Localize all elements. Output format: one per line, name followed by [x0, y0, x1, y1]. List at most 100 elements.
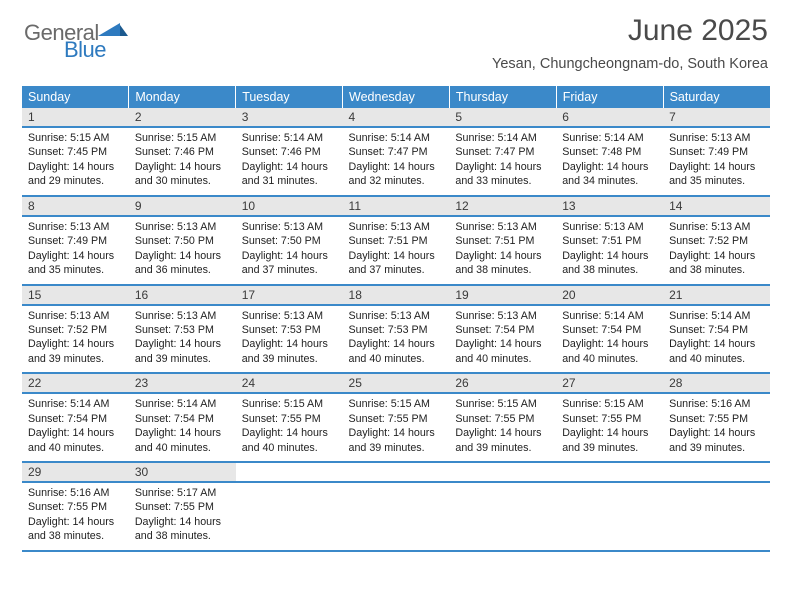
- daylight-text-2: and 40 minutes.: [135, 441, 230, 455]
- day-cell: Sunrise: 5:15 AMSunset: 7:55 PMDaylight:…: [556, 393, 663, 462]
- daylight-text-1: Daylight: 14 hours: [562, 337, 657, 351]
- daylight-text-1: Daylight: 14 hours: [455, 249, 550, 263]
- daylight-text-1: Daylight: 14 hours: [455, 426, 550, 440]
- day-number: 11: [343, 196, 450, 216]
- day-number: 15: [22, 285, 129, 305]
- daylight-text-1: Daylight: 14 hours: [242, 426, 337, 440]
- daylight-text-1: Daylight: 14 hours: [562, 249, 657, 263]
- daylight-text-2: and 40 minutes.: [242, 441, 337, 455]
- day-number: [343, 462, 450, 482]
- daylight-text-2: and 30 minutes.: [135, 174, 230, 188]
- day-cell: Sunrise: 5:17 AMSunset: 7:55 PMDaylight:…: [129, 482, 236, 551]
- day-number: 27: [556, 373, 663, 393]
- sunrise-text: Sunrise: 5:13 AM: [349, 309, 444, 323]
- sunset-text: Sunset: 7:49 PM: [28, 234, 123, 248]
- day-number-row: 891011121314: [22, 196, 770, 216]
- day-number: [236, 462, 343, 482]
- day-content-row: Sunrise: 5:16 AMSunset: 7:55 PMDaylight:…: [22, 482, 770, 551]
- logo-word-blue: Blue: [64, 37, 106, 62]
- daylight-text-1: Daylight: 14 hours: [28, 426, 123, 440]
- day-cell: [663, 482, 770, 551]
- day-number: 30: [129, 462, 236, 482]
- day-number: 29: [22, 462, 129, 482]
- day-header-row: Sunday Monday Tuesday Wednesday Thursday…: [22, 86, 770, 108]
- daylight-text-2: and 39 minutes.: [669, 441, 764, 455]
- day-cell: Sunrise: 5:13 AMSunset: 7:51 PMDaylight:…: [556, 216, 663, 285]
- daylight-text-2: and 37 minutes.: [242, 263, 337, 277]
- daylight-text-1: Daylight: 14 hours: [242, 160, 337, 174]
- sunrise-text: Sunrise: 5:14 AM: [669, 309, 764, 323]
- page-subtitle: Yesan, Chungcheongnam-do, South Korea: [492, 56, 768, 72]
- day-cell: Sunrise: 5:15 AMSunset: 7:55 PMDaylight:…: [449, 393, 556, 462]
- daylight-text-2: and 39 minutes.: [242, 352, 337, 366]
- day-number: [663, 462, 770, 482]
- sunrise-text: Sunrise: 5:13 AM: [28, 309, 123, 323]
- daylight-text-2: and 33 minutes.: [455, 174, 550, 188]
- sunset-text: Sunset: 7:54 PM: [28, 412, 123, 426]
- day-cell: Sunrise: 5:16 AMSunset: 7:55 PMDaylight:…: [22, 482, 129, 551]
- sunrise-text: Sunrise: 5:14 AM: [242, 131, 337, 145]
- sunset-text: Sunset: 7:51 PM: [455, 234, 550, 248]
- day-cell: Sunrise: 5:14 AMSunset: 7:54 PMDaylight:…: [663, 305, 770, 374]
- sunrise-text: Sunrise: 5:13 AM: [349, 220, 444, 234]
- daylight-text-1: Daylight: 14 hours: [135, 337, 230, 351]
- day-number: 20: [556, 285, 663, 305]
- daylight-text-2: and 39 minutes.: [135, 352, 230, 366]
- daylight-text-1: Daylight: 14 hours: [135, 426, 230, 440]
- sunrise-text: Sunrise: 5:13 AM: [135, 309, 230, 323]
- sunset-text: Sunset: 7:55 PM: [242, 412, 337, 426]
- day-cell: Sunrise: 5:14 AMSunset: 7:47 PMDaylight:…: [343, 127, 450, 196]
- day-cell: Sunrise: 5:15 AMSunset: 7:45 PMDaylight:…: [22, 127, 129, 196]
- day-cell: Sunrise: 5:13 AMSunset: 7:52 PMDaylight:…: [22, 305, 129, 374]
- day-header: Wednesday: [343, 86, 450, 108]
- day-cell: Sunrise: 5:15 AMSunset: 7:55 PMDaylight:…: [236, 393, 343, 462]
- day-number: 4: [343, 108, 450, 127]
- sunrise-text: Sunrise: 5:14 AM: [562, 309, 657, 323]
- daylight-text-1: Daylight: 14 hours: [349, 337, 444, 351]
- daylight-text-2: and 39 minutes.: [28, 352, 123, 366]
- day-number: 25: [343, 373, 450, 393]
- sunrise-text: Sunrise: 5:13 AM: [669, 220, 764, 234]
- day-cell: [343, 482, 450, 551]
- day-number: 16: [129, 285, 236, 305]
- day-number-row: 2930: [22, 462, 770, 482]
- sunset-text: Sunset: 7:45 PM: [28, 145, 123, 159]
- sunrise-text: Sunrise: 5:13 AM: [562, 220, 657, 234]
- daylight-text-2: and 35 minutes.: [28, 263, 123, 277]
- sunset-text: Sunset: 7:52 PM: [669, 234, 764, 248]
- day-number: 3: [236, 108, 343, 127]
- daylight-text-1: Daylight: 14 hours: [562, 426, 657, 440]
- day-header: Tuesday: [236, 86, 343, 108]
- day-number: 22: [22, 373, 129, 393]
- sunset-text: Sunset: 7:54 PM: [455, 323, 550, 337]
- daylight-text-2: and 38 minutes.: [28, 529, 123, 543]
- sunrise-text: Sunrise: 5:15 AM: [349, 397, 444, 411]
- daylight-text-2: and 40 minutes.: [562, 352, 657, 366]
- daylight-text-1: Daylight: 14 hours: [135, 249, 230, 263]
- day-cell: Sunrise: 5:13 AMSunset: 7:49 PMDaylight:…: [22, 216, 129, 285]
- sunrise-text: Sunrise: 5:16 AM: [669, 397, 764, 411]
- day-cell: Sunrise: 5:14 AMSunset: 7:54 PMDaylight:…: [556, 305, 663, 374]
- sunrise-text: Sunrise: 5:13 AM: [455, 220, 550, 234]
- sunrise-text: Sunrise: 5:14 AM: [349, 131, 444, 145]
- day-content-row: Sunrise: 5:13 AMSunset: 7:49 PMDaylight:…: [22, 216, 770, 285]
- daylight-text-2: and 40 minutes.: [28, 441, 123, 455]
- sunrise-text: Sunrise: 5:13 AM: [242, 220, 337, 234]
- sunset-text: Sunset: 7:55 PM: [562, 412, 657, 426]
- day-number: [556, 462, 663, 482]
- sunset-text: Sunset: 7:47 PM: [349, 145, 444, 159]
- day-header: Friday: [556, 86, 663, 108]
- daylight-text-2: and 39 minutes.: [455, 441, 550, 455]
- daylight-text-2: and 39 minutes.: [349, 441, 444, 455]
- sunset-text: Sunset: 7:51 PM: [562, 234, 657, 248]
- daylight-text-2: and 38 minutes.: [455, 263, 550, 277]
- daylight-text-1: Daylight: 14 hours: [28, 249, 123, 263]
- day-cell: Sunrise: 5:16 AMSunset: 7:55 PMDaylight:…: [663, 393, 770, 462]
- sunset-text: Sunset: 7:53 PM: [242, 323, 337, 337]
- day-content-row: Sunrise: 5:15 AMSunset: 7:45 PMDaylight:…: [22, 127, 770, 196]
- day-number: 26: [449, 373, 556, 393]
- sunrise-text: Sunrise: 5:15 AM: [455, 397, 550, 411]
- day-cell: Sunrise: 5:14 AMSunset: 7:46 PMDaylight:…: [236, 127, 343, 196]
- day-number: 6: [556, 108, 663, 127]
- day-number-row: 15161718192021: [22, 285, 770, 305]
